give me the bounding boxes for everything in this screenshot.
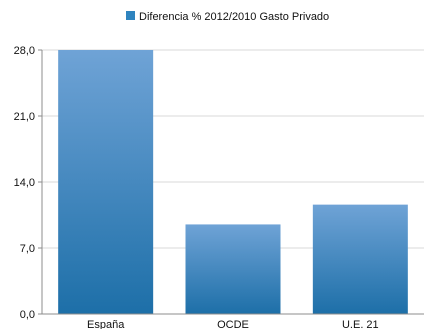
x-category-label: U.E. 21	[342, 319, 379, 329]
y-tick-label: 28,0	[14, 45, 35, 57]
legend-swatch	[126, 11, 135, 20]
bar-2	[312, 204, 408, 314]
bar-0	[58, 50, 154, 314]
y-tick-label: 14,0	[14, 177, 35, 189]
x-category-label: España	[87, 319, 125, 329]
y-tick-label: 7,0	[20, 243, 35, 255]
bars	[58, 50, 408, 314]
x-axis-labels: España OCDE U.E. 21	[87, 319, 379, 329]
bar-1	[185, 224, 281, 314]
legend: Diferencia % 2012/2010 Gasto Privado	[126, 11, 329, 23]
y-tick-label: 0,0	[20, 309, 35, 321]
y-tick-label: 21,0	[14, 111, 35, 123]
legend-label: Diferencia % 2012/2010 Gasto Privado	[139, 11, 329, 23]
x-category-label: OCDE	[217, 319, 249, 329]
y-axis-ticks: 0,0 7,0 14,0 21,0 28,0	[14, 45, 42, 321]
